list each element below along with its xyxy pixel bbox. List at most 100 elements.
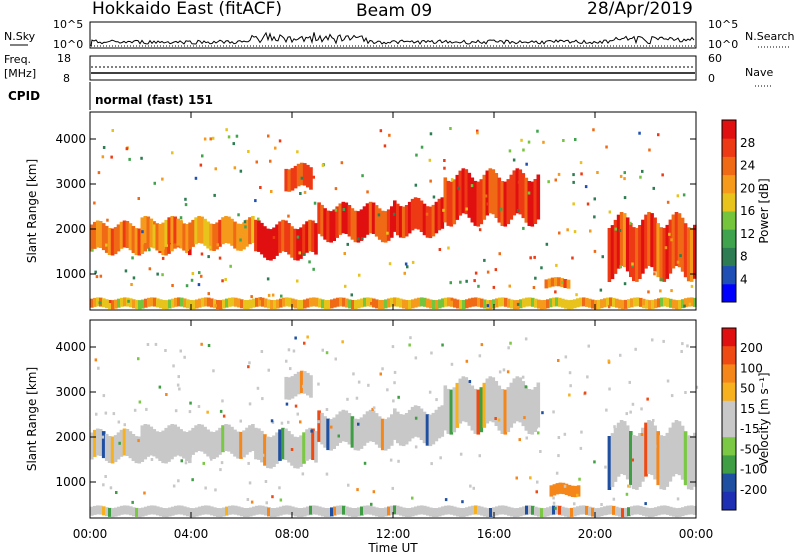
power-cell [195, 299, 199, 309]
velocity-scatter-point [472, 486, 475, 490]
velocity-cell [359, 417, 364, 449]
velocity-cell [303, 507, 307, 517]
power-cell [309, 297, 313, 307]
velocity-scatter-point [481, 508, 484, 512]
velocity-cell [512, 378, 517, 424]
power-scatter-point [561, 281, 564, 284]
power-cell [663, 297, 667, 307]
power-cell [180, 297, 184, 307]
power-cell [549, 298, 553, 308]
power-cell [624, 299, 628, 309]
velocity-cell [228, 505, 232, 515]
power-scatter-point [592, 128, 595, 132]
velocity-cell [159, 507, 163, 517]
power-scatter-point [171, 151, 174, 155]
power-cell [296, 229, 300, 261]
velocity-cell [305, 429, 309, 461]
power-cell [293, 165, 298, 189]
power-scatter-point [415, 153, 418, 157]
velocity-cell [266, 436, 270, 469]
power-cell [132, 299, 136, 309]
velocity-cell [399, 506, 403, 516]
velocity-cell [356, 419, 361, 451]
velocity-scatter-point [568, 393, 571, 397]
velocity-cell [264, 506, 268, 516]
power-cell [477, 297, 481, 307]
velocity-scatter-point [509, 341, 512, 345]
velocity-cell [671, 422, 676, 477]
velocity-cell [666, 505, 670, 515]
power-scatter-point [522, 148, 525, 152]
velocity-scatter-point [176, 383, 180, 387]
velocity-cell [645, 507, 649, 517]
power-scatter-point [180, 219, 183, 223]
power-cell [618, 299, 622, 309]
power-cell [350, 208, 355, 240]
velocity-cell [323, 416, 327, 448]
velocity-colorbar: 200 100 50 15 -15 -50 -100 -200 [721, 327, 767, 511]
power-cell [387, 298, 391, 308]
power-cell [113, 227, 118, 255]
power-scatter-point [207, 255, 210, 259]
power-cell [591, 299, 595, 309]
velocity-cell [483, 507, 487, 517]
velocity-cell [558, 505, 562, 515]
power-cell [555, 297, 559, 307]
power-scatter-point [199, 163, 203, 167]
colorbar-segment [722, 455, 736, 475]
velocity-cell [164, 427, 168, 455]
velocity-cell [528, 505, 532, 515]
velocity-cell [398, 414, 403, 446]
velocity-cell [378, 508, 382, 517]
velocity-cell [311, 428, 315, 460]
velocity-cell [297, 508, 301, 517]
velocity-cell [610, 433, 615, 488]
velocity-scatter-point [527, 427, 531, 431]
colorbar-tick-label: 16 [740, 204, 755, 218]
frequency-frame [89, 55, 697, 81]
power-cell [186, 299, 190, 309]
n-sky-label: N.Sky [4, 30, 36, 43]
velocity-cell [474, 505, 478, 515]
velocity-cell [249, 507, 253, 517]
power-scatter-point [642, 305, 645, 309]
power-scatter-point [516, 209, 520, 212]
velocity-cell [534, 506, 538, 516]
velocity-scatter-point [552, 501, 556, 505]
power-scatter-point [270, 190, 273, 193]
velocity-scatter-point [441, 343, 444, 347]
power-cell [449, 181, 454, 227]
velocity-scatter-point [497, 418, 501, 422]
power-scatter-point [641, 169, 644, 173]
power-scatter-point [664, 246, 668, 250]
power-cell [576, 298, 580, 308]
y-tick-label: 2000 [55, 430, 86, 444]
velocity-cell [261, 505, 265, 515]
velocity-cell [653, 425, 657, 480]
velocity-cell [632, 435, 636, 490]
velocity-cell [183, 506, 187, 516]
power-scatter-point [389, 300, 393, 304]
power-cell [690, 297, 694, 307]
power-cell [102, 298, 106, 308]
velocity-scatter-point [580, 430, 583, 434]
velocity-cell [482, 382, 487, 428]
velocity-scatter-point [430, 462, 433, 466]
power-cell [299, 227, 303, 259]
velocity-scatter-point [104, 411, 108, 415]
velocity-scatter-point [414, 445, 418, 449]
power-cell [441, 298, 445, 308]
velocity-cell [291, 506, 295, 516]
power-cell [619, 212, 624, 266]
velocity-cell [641, 427, 645, 482]
power-scatter-point [259, 186, 262, 189]
velocity-cell [516, 508, 520, 517]
power-cell [405, 300, 409, 309]
power-cell [480, 298, 484, 308]
power-cell [524, 177, 529, 223]
velocity-cell [230, 426, 234, 454]
velocity-scatter-point [536, 480, 539, 484]
power-cell [680, 217, 685, 272]
power-scatter-point [191, 272, 195, 275]
velocity-cell [350, 416, 355, 448]
